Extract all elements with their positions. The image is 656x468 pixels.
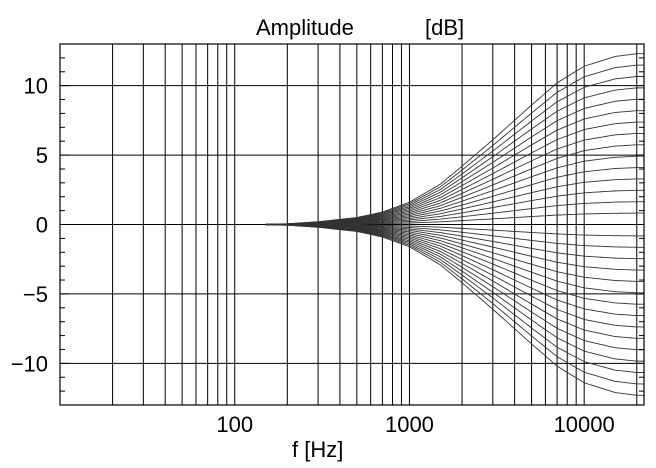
y-tick-labels: 10 5 0 −5 −10 (11, 74, 48, 377)
response-curve (265, 224, 644, 328)
y-tick-label: 0 (36, 213, 48, 238)
x-axis-label: f [Hz] (292, 437, 344, 462)
y-tick-label: −10 (11, 351, 48, 376)
y-tick-label: 10 (24, 74, 48, 99)
x-tick-label: 100 (216, 412, 253, 437)
chart-title: Amplitude (256, 15, 354, 40)
ticks (60, 43, 644, 406)
y-tick-label: 5 (36, 143, 48, 168)
response-curve (265, 224, 644, 305)
curve-group (265, 53, 644, 396)
response-curve (265, 224, 644, 396)
chart-title-unit: [dB] (425, 15, 465, 40)
x-tick-label: 1000 (385, 412, 434, 437)
response-curve (265, 224, 644, 237)
x-tick-label: 10000 (554, 412, 615, 437)
response-curve (265, 121, 644, 225)
y-tick-label: −5 (23, 282, 48, 307)
x-tick-labels: 100 1000 10000 (216, 412, 614, 437)
response-curve (265, 53, 644, 225)
response-curve (265, 144, 644, 225)
